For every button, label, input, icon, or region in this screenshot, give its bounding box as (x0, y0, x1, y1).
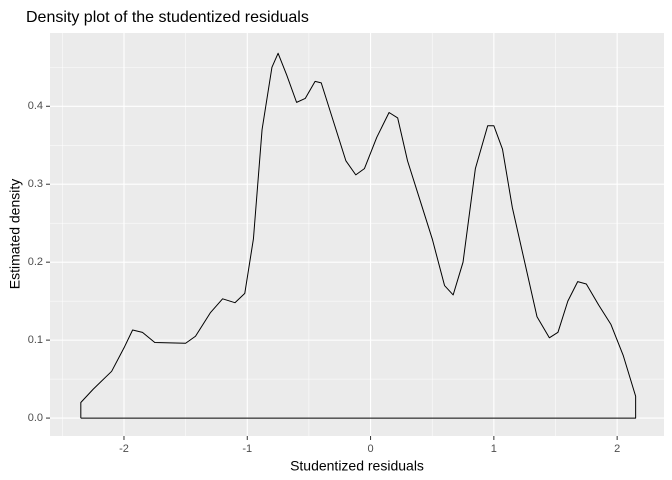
y-axis-label: Estimated density (7, 179, 23, 290)
x-tick-label: -2 (119, 443, 129, 455)
panel (50, 33, 664, 436)
chart-title: Density plot of the studentized residual… (26, 9, 309, 26)
x-tick-label: 0 (367, 443, 373, 455)
x-tick-label: 2 (614, 443, 620, 455)
x-tick-label: -1 (242, 443, 252, 455)
x-tick-label: 1 (491, 443, 497, 455)
y-tick-label: 0.4 (28, 100, 43, 112)
y-tick-label: 0.0 (28, 412, 43, 424)
y-tick-label: 0.2 (28, 256, 43, 268)
y-tick-label: 0.3 (28, 178, 43, 190)
x-axis-label: Studentized residuals (290, 458, 424, 474)
density-line (80, 52, 637, 419)
y-tick-label: 0.1 (28, 334, 43, 346)
